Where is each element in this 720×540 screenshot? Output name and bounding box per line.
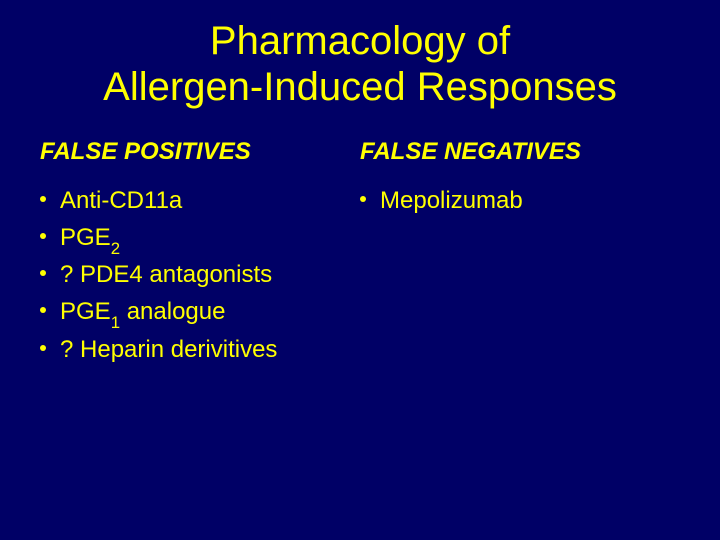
bullet-icon bbox=[40, 233, 46, 239]
title-line-1: Pharmacology of bbox=[210, 19, 510, 63]
left-heading: FALSE POSITIVES bbox=[40, 138, 360, 166]
right-heading: FALSE NEGATIVES bbox=[360, 138, 680, 166]
right-column: FALSE NEGATIVES Mepolizumab bbox=[360, 138, 680, 370]
title-line-2: Allergen-Induced Responses bbox=[103, 65, 617, 109]
bullet-icon bbox=[40, 307, 46, 313]
right-list: Mepolizumab bbox=[360, 184, 680, 221]
item-text: PGE2 bbox=[60, 221, 120, 258]
columns-container: FALSE POSITIVES Anti-CD11a PGE2 ? PDE4 a… bbox=[40, 138, 680, 370]
slide-title: Pharmacology of Allergen-Induced Respons… bbox=[40, 18, 680, 110]
list-item: Anti-CD11a bbox=[40, 184, 360, 221]
item-text: Anti-CD11a bbox=[60, 184, 182, 221]
bullet-icon bbox=[40, 345, 46, 351]
list-item: ? Heparin derivitives bbox=[40, 333, 360, 370]
list-item: Mepolizumab bbox=[360, 184, 680, 221]
left-column: FALSE POSITIVES Anti-CD11a PGE2 ? PDE4 a… bbox=[40, 138, 360, 370]
bullet-icon bbox=[40, 270, 46, 276]
left-list: Anti-CD11a PGE2 ? PDE4 antagonists PGE1 … bbox=[40, 184, 360, 370]
list-item: ? PDE4 antagonists bbox=[40, 258, 360, 295]
item-text: ? Heparin derivitives bbox=[60, 333, 277, 370]
item-text: PGE1 analogue bbox=[60, 295, 225, 332]
item-text: Mepolizumab bbox=[380, 184, 523, 221]
list-item: PGE1 analogue bbox=[40, 295, 360, 332]
item-text: ? PDE4 antagonists bbox=[60, 258, 272, 295]
bullet-icon bbox=[360, 196, 366, 202]
slide: Pharmacology of Allergen-Induced Respons… bbox=[0, 0, 720, 540]
list-item: PGE2 bbox=[40, 221, 360, 258]
bullet-icon bbox=[40, 196, 46, 202]
